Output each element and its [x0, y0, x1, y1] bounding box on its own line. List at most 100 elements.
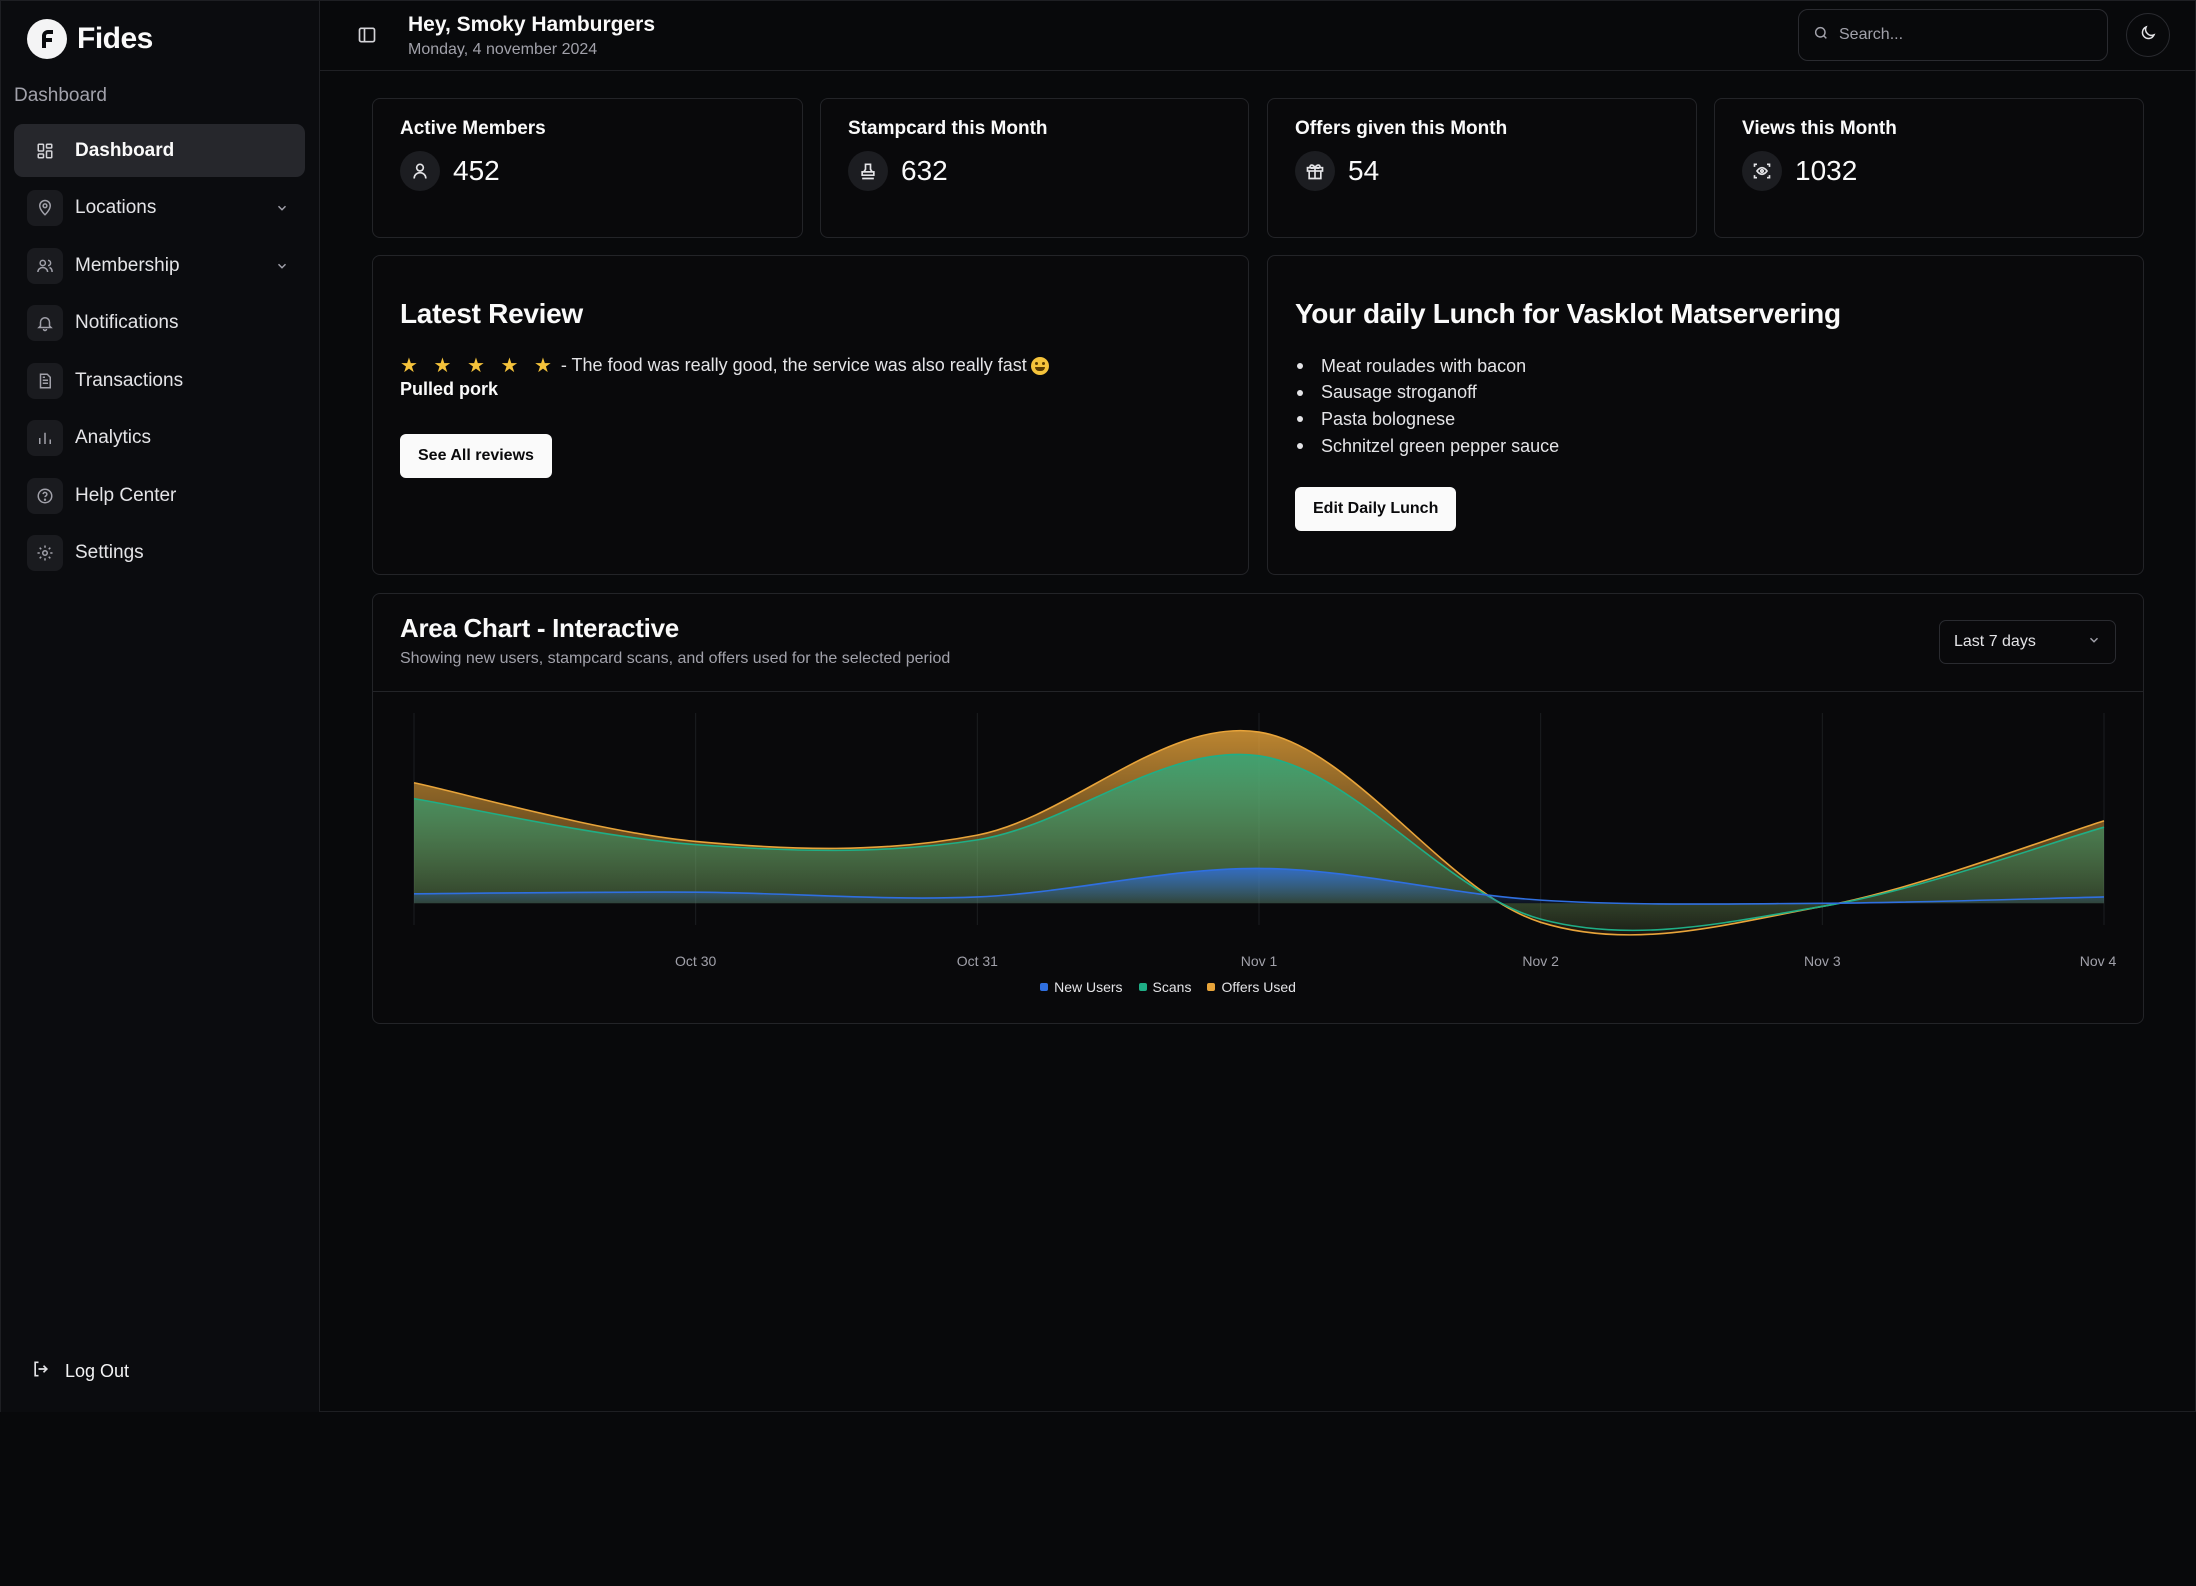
theme-toggle-button[interactable] — [2126, 13, 2170, 57]
gear-icon — [27, 535, 63, 571]
sidebar-item-notifications[interactable]: Notifications — [14, 297, 305, 350]
area-chart: Oct 30 Oct 31 Nov 1 Nov 2 Nov 3 Nov 4 — [413, 713, 2117, 969]
search-input[interactable] — [1839, 26, 2089, 44]
sidebar-item-label: Transactions — [75, 369, 184, 391]
stat-title: Active Members — [400, 118, 546, 139]
stat-value: 54 — [1348, 155, 1380, 186]
review-item-name: Pulled pork — [400, 379, 499, 399]
search-icon — [1813, 25, 1829, 46]
sidebar-item-settings[interactable]: Settings — [14, 527, 305, 580]
sidebar-item-label: Analytics — [75, 427, 152, 448]
stat-card-offers: Offers given this Month 54 — [1267, 98, 1697, 238]
legend-swatch — [1040, 983, 1049, 991]
chevron-down-icon[interactable] — [273, 199, 291, 217]
legend-item-new-users[interactable]: New Users — [1040, 979, 1123, 995]
chart-subtitle: Showing new users, stampcard scans, and … — [400, 650, 951, 667]
x-tick-label: Nov 4 — [2080, 953, 2117, 969]
stat-title: Stampcard this Month — [848, 118, 1048, 139]
chevron-down-icon — [2087, 633, 2101, 652]
smiley-emoji-icon — [1030, 356, 1049, 375]
sidebar: Fides Dashboard Dashboard Locations — [1, 1, 320, 1412]
app-window: Fides Dashboard Dashboard Locations — [0, 0, 2196, 1412]
legend-label: New Users — [1054, 979, 1123, 995]
logout-label: Log Out — [65, 1361, 130, 1381]
bell-icon — [27, 305, 63, 341]
area-series-scans — [414, 754, 2104, 931]
sidebar-item-dashboard[interactable]: Dashboard — [14, 124, 305, 177]
stat-card-active-members: Active Members 452 — [372, 98, 803, 238]
help-circle-icon — [27, 477, 63, 514]
legend-swatch — [1207, 983, 1216, 991]
stat-card-views: Views this Month 1032 — [1714, 98, 2144, 238]
range-select[interactable]: Last 7 days — [1939, 620, 2116, 664]
brand[interactable]: Fides — [27, 19, 153, 59]
legend-label: Scans — [1152, 979, 1192, 995]
sidebar-item-label: Help Center — [75, 484, 177, 506]
moon-icon — [2139, 24, 2157, 47]
lunch-list: Meat roulades with bacon Sausage strogan… — [1295, 353, 1559, 459]
area-series-new-users — [414, 868, 2104, 905]
review-title: Latest Review — [400, 298, 583, 329]
sidebar-item-transactions[interactable]: Transactions — [14, 354, 305, 407]
sidebar-nav: Dashboard Locations Membership — [14, 124, 305, 584]
stat-title: Offers given this Month — [1295, 118, 1508, 139]
logout-button[interactable]: Log Out — [31, 1359, 129, 1384]
sidebar-item-analytics[interactable]: Analytics — [14, 412, 305, 465]
daily-lunch-card: Your daily Lunch for Vasklot Matserverin… — [1267, 255, 2144, 575]
list-item: Meat roulades with bacon — [1295, 353, 1559, 380]
stat-value: 632 — [901, 155, 948, 186]
stamp-icon — [848, 151, 888, 191]
x-tick-label: Nov 3 — [1804, 953, 1841, 969]
chevron-down-icon[interactable] — [273, 257, 291, 275]
edit-daily-lunch-button[interactable]: Edit Daily Lunch — [1295, 487, 1457, 531]
receipt-icon — [27, 362, 63, 399]
users-icon — [27, 247, 63, 284]
stat-value: 452 — [453, 155, 500, 186]
see-all-reviews-button[interactable]: See All reviews — [400, 434, 552, 478]
x-tick-label: Nov 1 — [1241, 953, 1278, 969]
list-item: Sausage stroganoff — [1295, 380, 1559, 407]
x-tick-label: Oct 30 — [675, 953, 716, 969]
user-icon — [400, 151, 440, 191]
review-text-line: ★ ★ ★ ★ ★ - The food was really good, th… — [400, 353, 1049, 378]
current-date: Monday, 4 november 2024 — [408, 41, 598, 58]
lunch-title: Your daily Lunch for Vasklot Matserverin… — [1295, 298, 1841, 329]
line-series-scans — [413, 753, 2105, 932]
search-box[interactable] — [1798, 9, 2108, 61]
x-tick-label: Oct 31 — [957, 953, 998, 969]
sidebar-item-label: Notifications — [75, 312, 179, 333]
brand-name: Fides — [77, 22, 153, 55]
stat-value: 1032 — [1795, 155, 1858, 186]
sidebar-item-locations[interactable]: Locations — [14, 182, 305, 235]
legend-label: Offers Used — [1221, 979, 1296, 995]
line-series-new-users — [413, 867, 2105, 905]
sidebar-item-membership[interactable]: Membership — [14, 239, 305, 292]
legend-swatch — [1138, 983, 1147, 991]
legend-item-offers-used[interactable]: Offers Used — [1207, 979, 1296, 995]
sidebar-section-label: Dashboard — [14, 85, 107, 106]
latest-review-card: Latest Review ★ ★ ★ ★ ★ - The food was r… — [372, 255, 1249, 575]
sidebar-item-label: Locations — [75, 197, 157, 218]
list-item: Schnitzel green pepper sauce — [1295, 433, 1559, 460]
sidebar-toggle-button[interactable] — [357, 25, 379, 47]
chart-title: Area Chart - Interactive — [400, 613, 679, 643]
sidebar-item-label: Membership — [75, 254, 180, 276]
grid-icon — [27, 133, 63, 169]
area-chart-card: Area Chart - Interactive Showing new use… — [372, 593, 2144, 1024]
fides-logo-icon — [27, 19, 67, 59]
star-rating: ★ ★ ★ ★ ★ — [400, 355, 557, 377]
panel-left-icon — [357, 27, 377, 49]
list-item: Pasta bolognese — [1295, 406, 1559, 433]
sidebar-item-help-center[interactable]: Help Center — [14, 469, 305, 522]
chart-header: Area Chart - Interactive Showing new use… — [373, 594, 2143, 692]
gift-icon — [1295, 151, 1335, 191]
sidebar-item-label: Settings — [75, 542, 144, 563]
greeting: Hey, Smoky Hamburgers — [408, 13, 656, 36]
bar-chart-icon — [27, 420, 63, 456]
review-text: - The food was really good, the service … — [560, 355, 1027, 375]
map-pin-icon — [27, 190, 63, 226]
stat-card-stampcard: Stampcard this Month 632 — [820, 98, 1249, 238]
legend-item-scans[interactable]: Scans — [1138, 979, 1192, 995]
sidebar-item-label: Dashboard — [75, 139, 175, 161]
log-out-icon — [31, 1359, 51, 1384]
